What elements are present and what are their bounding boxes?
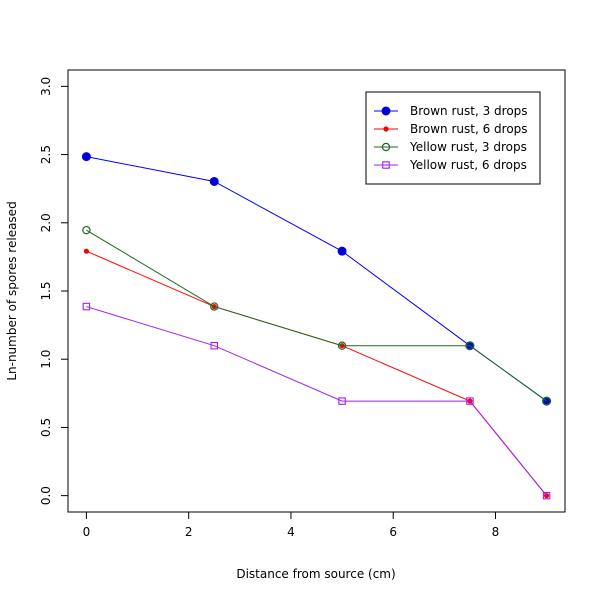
data-point [82, 225, 91, 235]
x-tick-label: 8 [492, 525, 500, 539]
legend-marker [383, 126, 389, 132]
legend-label: Yellow rust, 6 drops [409, 158, 527, 172]
data-point [337, 246, 347, 256]
series-3 [82, 302, 551, 500]
x-axis-label: Distance from source (cm) [236, 567, 395, 581]
series-0 [81, 152, 552, 406]
y-tick-label: 3.0 [39, 77, 53, 96]
series-line [86, 306, 547, 496]
legend-marker [382, 161, 390, 169]
data-point [338, 397, 346, 405]
data-point [210, 341, 218, 350]
data-point [83, 248, 90, 254]
legend-label: Brown rust, 6 drops [410, 122, 528, 136]
y-tick-label: 0.0 [39, 486, 53, 505]
y-axis-label: Ln-number of spores released [5, 201, 19, 380]
series-2 [82, 225, 551, 406]
data-point [81, 152, 91, 162]
y-tick-label: 2.0 [39, 213, 53, 232]
legend: Brown rust, 3 drops Brown rust, 6 drops Ye… [365, 91, 541, 185]
data-point [209, 176, 219, 186]
y-tick-label: 1.5 [39, 281, 53, 300]
legend-marker [381, 106, 391, 116]
series-line [86, 229, 547, 402]
data-point [210, 302, 219, 311]
legend-marker [381, 142, 391, 152]
x-tick-label: 4 [287, 525, 295, 539]
data-point [337, 341, 347, 350]
data-point [466, 397, 474, 405]
legend-label: Brown rust, 3 drops [410, 104, 528, 118]
series-line [86, 156, 547, 402]
x-tick-label: 6 [389, 525, 397, 539]
y-tick-label: 1.0 [39, 350, 53, 369]
y-tick-label: 2.5 [39, 145, 53, 164]
data-point [465, 341, 475, 350]
series-line [86, 250, 547, 496]
data-point [542, 491, 551, 500]
data-point [542, 396, 551, 406]
legend-label: Yellow rust, 3 drops [409, 140, 527, 154]
x-tick-label: 0 [83, 525, 91, 539]
y-tick-label: 0.5 [39, 418, 53, 437]
x-tick-label: 2 [185, 525, 193, 539]
legend-box [365, 91, 541, 185]
series-1 [83, 248, 550, 499]
data-point [82, 302, 91, 311]
